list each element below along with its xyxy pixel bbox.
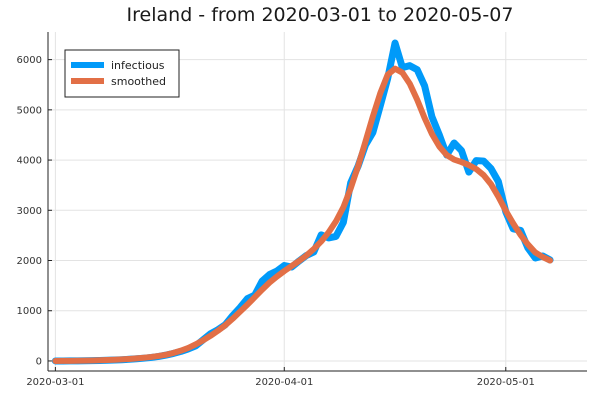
x-tick-label: 2020-05-01 xyxy=(477,377,535,388)
legend: infectious smoothed xyxy=(64,49,180,98)
series-line-smoothed xyxy=(52,65,554,364)
y-tick-label: 1000 xyxy=(17,306,42,317)
y-tick-label: 5000 xyxy=(17,105,42,116)
x-tick-label: 2020-03-01 xyxy=(26,377,84,388)
axes xyxy=(47,32,587,372)
y-tick-label: 2000 xyxy=(17,256,42,267)
tick-labels: 0 1000 2000 3000 4000 5000 6000 2020-03-01 2020-… xyxy=(17,55,535,388)
x-tick-label: 2020-04-01 xyxy=(255,377,313,388)
y-tick-label: 3000 xyxy=(17,206,42,217)
legend-label-smoothed: smoothed xyxy=(111,75,166,88)
chart-title: Ireland - from 2020-03-01 to 2020-05-07 xyxy=(127,4,514,26)
legend-label-infectious: infectious xyxy=(111,59,165,72)
y-tick-label: 4000 xyxy=(17,156,42,167)
y-tick-label: 6000 xyxy=(17,55,42,66)
series-lines xyxy=(51,39,554,365)
legend-box xyxy=(64,49,180,98)
y-tick-label: 0 xyxy=(36,356,42,367)
